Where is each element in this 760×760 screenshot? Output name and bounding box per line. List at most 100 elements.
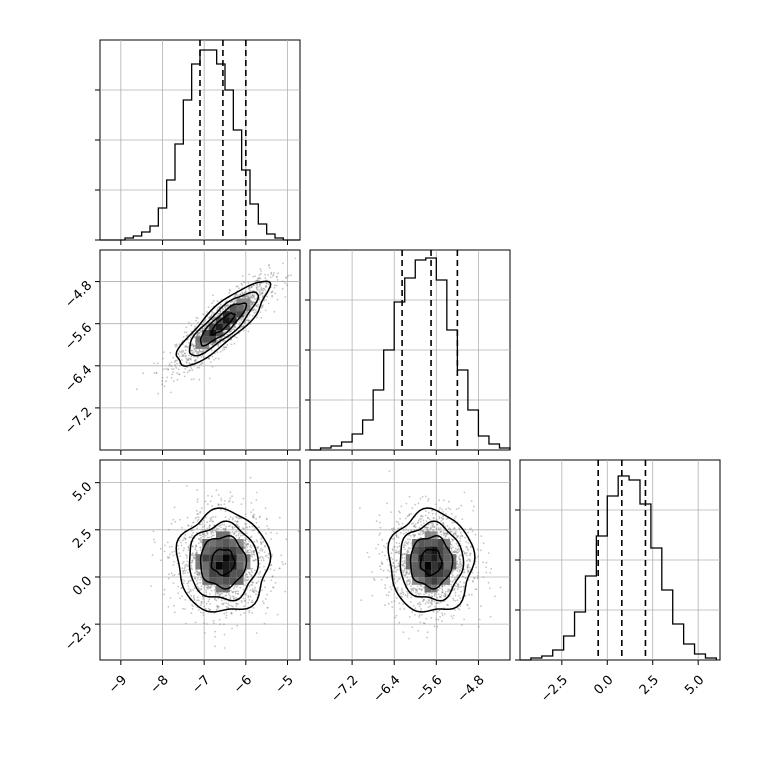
joint-param-2-param-3-point	[464, 536, 467, 539]
joint-param-2-param-3-point	[485, 571, 488, 574]
joint-param-1-param-3-point	[220, 508, 222, 511]
joint-param-2-param-3-point	[474, 533, 477, 536]
joint-param-2-param-3-point	[404, 574, 407, 577]
joint-param-2-param-3-point	[412, 534, 415, 536]
joint-param-1-param-2-point	[190, 343, 193, 345]
joint-param-2-param-3-point	[372, 577, 375, 580]
joint-param-2-param-3-point	[422, 600, 424, 603]
joint-param-2-param-3-point	[465, 552, 468, 554]
joint-param-1-param-3-point	[205, 586, 208, 589]
joint-param-1-param-2-point	[195, 359, 197, 361]
joint-param-1-param-3-point	[190, 561, 193, 564]
joint-param-2-param-3-point	[419, 515, 422, 518]
joint-param-2-param-3-point	[458, 528, 461, 531]
joint-param-2-param-3-point	[471, 530, 474, 532]
joint-param-1-param-3-point	[259, 556, 262, 558]
joint-param-1-param-3-point	[263, 565, 265, 568]
joint-param-2-param-3-point	[408, 572, 411, 575]
joint-param-1-param-3-point	[217, 597, 220, 600]
joint-param-2-param-3-point	[394, 551, 397, 554]
joint-param-1-param-3-point	[200, 602, 203, 605]
joint-param-2-param-3-point	[417, 519, 420, 522]
joint-param-1-param-3-point	[218, 525, 220, 527]
joint-param-1-param-3-point	[182, 560, 185, 563]
joint-param-2-param-3-point	[444, 593, 446, 596]
joint-param-1-param-2-point	[186, 366, 188, 369]
joint-param-1-param-2-ytick-label-3: −7.2	[62, 405, 95, 438]
joint-param-1-param-2-point	[270, 271, 273, 274]
joint-param-1-param-3-point	[195, 569, 198, 572]
joint-param-1-param-2-point	[229, 290, 232, 292]
joint-param-2-param-3-point	[395, 559, 398, 562]
joint-param-2-param-3-point	[411, 626, 414, 628]
joint-param-1-param-3-point	[246, 576, 249, 578]
joint-param-2-param-3-point	[403, 569, 406, 571]
joint-param-2-param-3-point	[455, 534, 458, 537]
joint-param-1-param-3-point	[182, 549, 185, 552]
joint-param-1-param-2-point	[183, 331, 186, 334]
joint-param-2-param-3-point	[401, 553, 403, 556]
joint-param-2-param-3-point	[403, 546, 405, 548]
joint-param-2-param-3-point	[489, 587, 491, 590]
joint-param-1-param-3-point	[235, 609, 237, 612]
joint-param-2-param-3-point	[395, 536, 398, 538]
joint-param-1-param-3-point	[235, 597, 238, 599]
joint-param-1-param-2-point	[219, 312, 222, 314]
joint-param-1-param-2-point	[261, 305, 264, 308]
joint-param-1-param-2-point	[182, 354, 185, 356]
joint-param-1-param-2-point	[267, 302, 270, 305]
joint-param-1-param-3: 5.02.50.0−2.5−9 −8 −7 −6 −5	[62, 459, 301, 697]
joint-param-2-param-3-point	[424, 622, 426, 625]
joint-param-1-param-2-point	[259, 283, 261, 285]
joint-param-2-param-3-point	[403, 565, 406, 568]
joint-param-1-param-3-point	[199, 573, 202, 576]
joint-param-1-param-3-point	[216, 527, 218, 530]
joint-param-1-param-2-point	[191, 343, 194, 346]
joint-param-2-param-3-point	[435, 528, 438, 530]
joint-param-1-param-2-point	[233, 302, 236, 304]
joint-param-1-param-2-point	[284, 282, 286, 285]
joint-param-2-param-3-point	[430, 602, 433, 605]
joint-param-1-param-2-point	[218, 338, 221, 341]
joint-param-2-param-3-point	[409, 580, 412, 583]
joint-param-1-param-3-point	[169, 597, 172, 599]
joint-param-1-param-3-point	[244, 592, 247, 595]
joint-param-1-param-3-point	[208, 526, 211, 529]
joint-param-1-param-3-point	[195, 571, 198, 573]
joint-param-2-param-3-point	[386, 576, 388, 579]
joint-param-2-param-3-point	[480, 605, 482, 608]
joint-param-2-param-3-point	[457, 567, 459, 570]
joint-param-1-param-3-point	[192, 532, 195, 534]
joint-param-1-param-3-point	[242, 534, 244, 537]
joint-param-1-param-2-point	[247, 288, 250, 290]
joint-param-2-param-3-point	[441, 585, 444, 587]
joint-param-2-param-3-point	[463, 618, 465, 621]
joint-param-1-param-3-point	[270, 579, 273, 582]
joint-param-1-param-3-point	[189, 579, 192, 582]
joint-param-1-param-3-point	[193, 556, 195, 558]
joint-param-2-param-3-point	[406, 592, 409, 595]
joint-param-2-param-3-point	[413, 534, 416, 537]
joint-param-2-param-3-point	[419, 497, 422, 500]
joint-param-1-param-2-point	[209, 316, 211, 319]
joint-param-2-param-3-point	[459, 560, 462, 563]
joint-param-1-param-3-point	[263, 579, 265, 582]
joint-param-1-param-2-point	[251, 297, 254, 300]
joint-param-2-param-3-point	[429, 605, 432, 608]
joint-param-1-param-3-point	[208, 524, 211, 527]
joint-param-1-param-3-point	[229, 497, 232, 500]
joint-param-1-param-2-point	[234, 326, 237, 328]
joint-param-2-param-3-point	[405, 502, 408, 505]
joint-param-1-param-3-point	[167, 528, 170, 531]
joint-param-1-param-2-point	[248, 273, 251, 276]
joint-param-1-param-2-point	[235, 293, 238, 296]
joint-param-2-param-3-point	[442, 518, 444, 521]
joint-param-1-param-3-point	[196, 551, 199, 554]
joint-param-2-param-3-point	[446, 603, 448, 606]
joint-param-2-param-3-point	[418, 587, 421, 590]
joint-param-2-param-3-point	[400, 592, 403, 595]
joint-param-2-param-3-point	[420, 514, 423, 517]
joint-param-1-param-3-point	[236, 521, 238, 523]
joint-param-1-param-2-point	[200, 350, 203, 353]
joint-param-2-param-3-point	[398, 545, 401, 548]
